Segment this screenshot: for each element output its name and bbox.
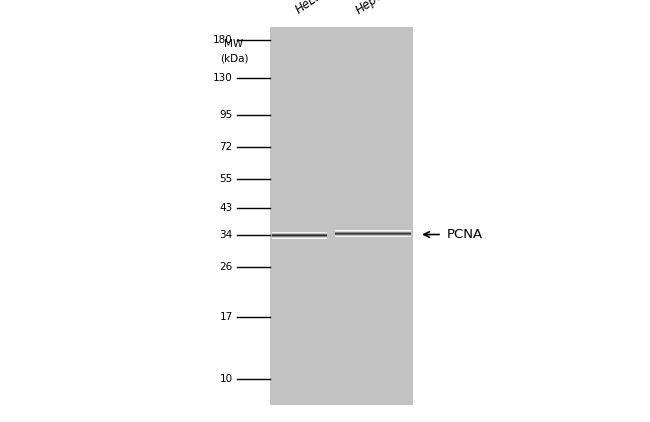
Text: 26: 26 [220, 262, 233, 272]
Text: 17: 17 [220, 312, 233, 322]
Text: 55: 55 [220, 174, 233, 184]
Text: 10: 10 [220, 374, 233, 384]
Text: 130: 130 [213, 73, 233, 83]
Text: PCNA: PCNA [447, 228, 484, 241]
Text: HepG2: HepG2 [354, 0, 394, 17]
Bar [270, 27, 413, 405]
Text: (kDa): (kDa) [220, 53, 248, 63]
Text: HeLa: HeLa [292, 0, 325, 17]
Text: 72: 72 [220, 142, 233, 152]
Text: MW: MW [224, 39, 244, 49]
Text: 34: 34 [220, 230, 233, 241]
Text: 180: 180 [213, 35, 233, 45]
Text: 95: 95 [220, 110, 233, 120]
Text: 43: 43 [220, 203, 233, 213]
